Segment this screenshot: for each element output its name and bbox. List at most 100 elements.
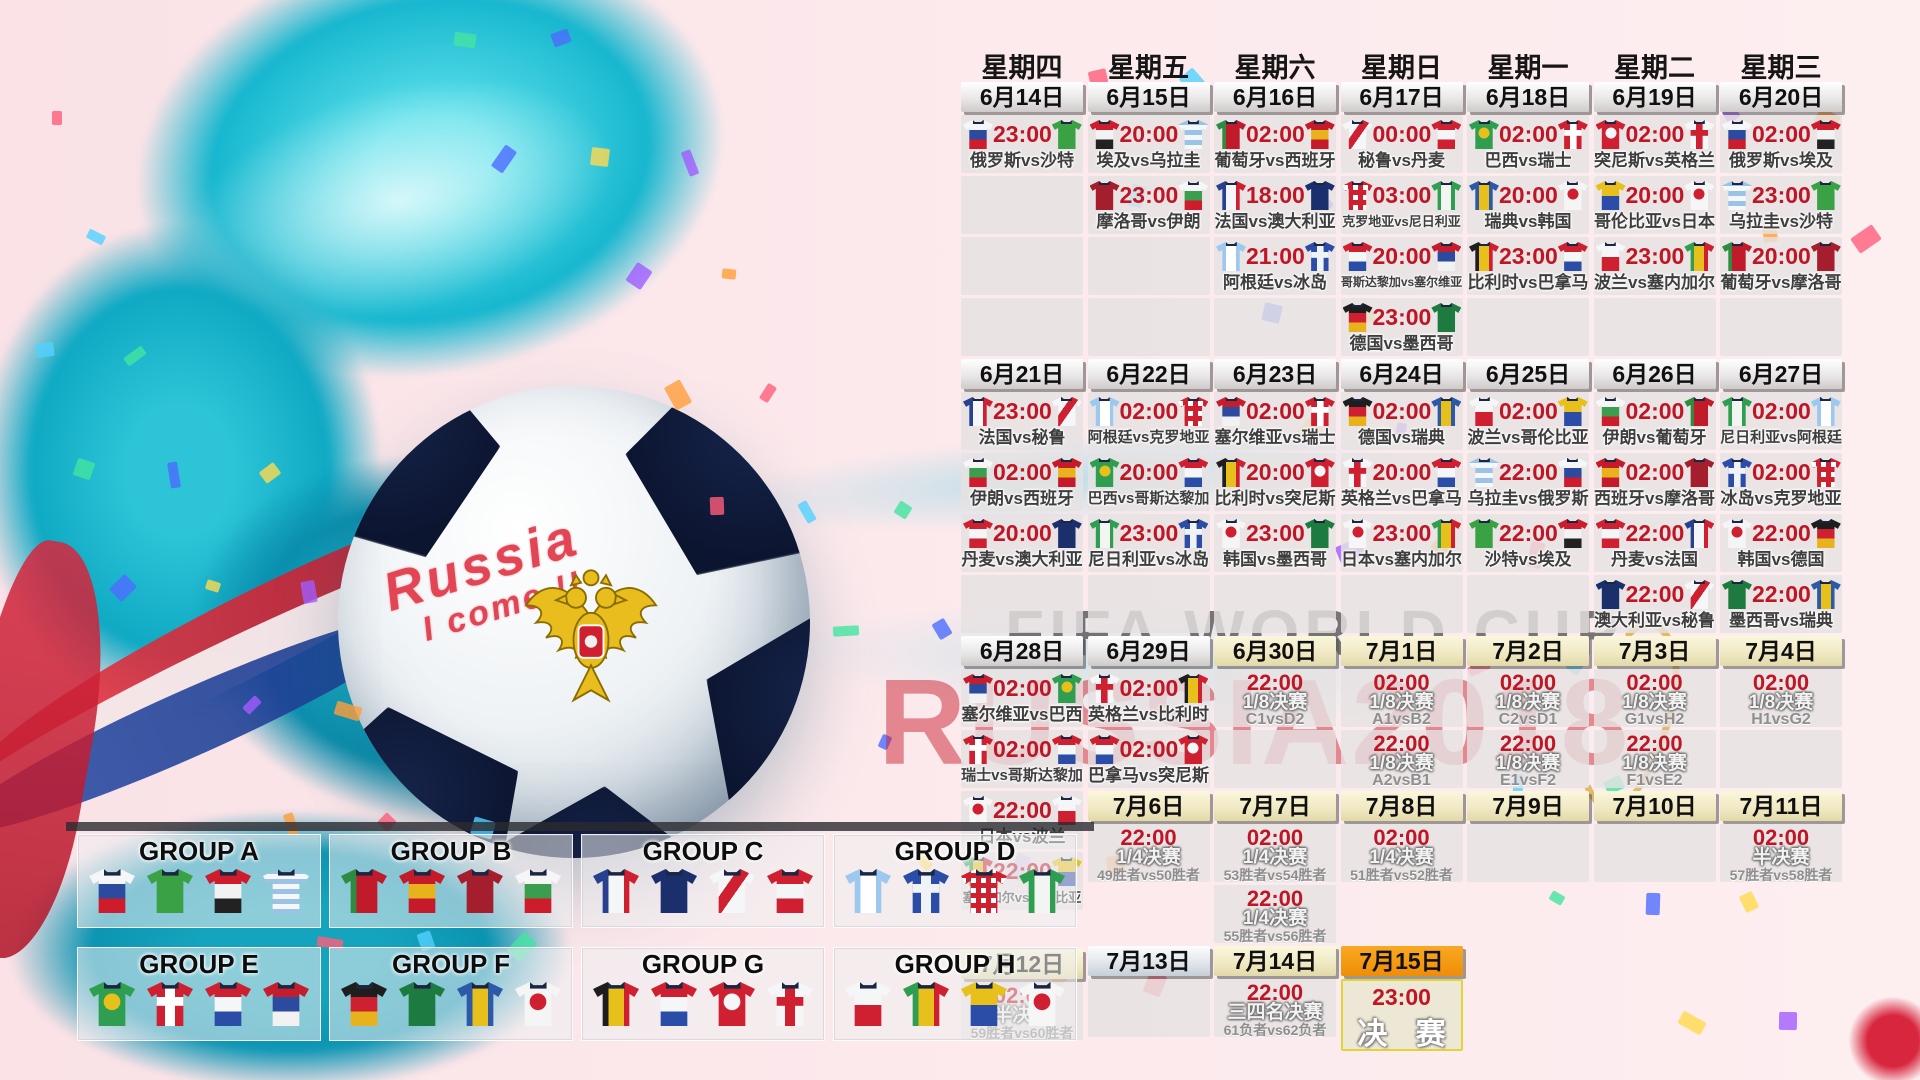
jersey-icon [1089,458,1120,487]
weekday-header: 星期日 [1361,53,1442,83]
knockout-cell: 22:00 1/8决赛 C1vsD2 [1214,669,1336,728]
pairing-label: A2vsB1 [1372,772,1431,789]
jersey-icon [1595,519,1626,548]
match-row: 20:00 [1594,176,1716,212]
knockout-cell: 02:00 1/8决赛 H1vsG2 [1720,669,1842,728]
jersey-icon [963,120,993,149]
jersey-icon [1722,580,1752,609]
jersey-icon [963,735,993,764]
jersey-icon [709,982,755,1026]
empty-cell [1214,298,1336,356]
match-row: 20:00 [1720,237,1842,273]
match-time: 02:00 [993,736,1052,762]
knockout-cell: 02:00 1/8决赛 A1vsB2 [1340,669,1463,728]
match-cell: 02:00 突尼斯vs英格兰 [1593,115,1716,173]
match-time: 02:00 [1246,825,1304,850]
empty-cell [1720,730,1842,788]
stage-label: 1/4决赛 [1242,908,1308,929]
match-teams: 塞尔维亚vs巴西 [961,705,1083,724]
jersey-icon [1304,458,1335,487]
match-row: 20:00 [1088,453,1210,489]
match-row: 22:00 [1594,514,1716,550]
stage-label: 三四名决赛 [1227,1002,1323,1023]
match-cell: 23:00 波兰vs塞内加尔 [1593,237,1716,295]
match-teams: 阿根廷vs冰岛 [1223,273,1327,292]
match-time: 02:00 [1752,670,1810,695]
group-box: GROUP F [329,947,573,1041]
stage-label: 1/8决赛 [1748,692,1814,713]
jersey-icon [1684,120,1715,149]
match-time: 02:00 [1625,121,1685,147]
match-time: 23:00 [1625,243,1685,269]
match-cell: 02:00 西班牙vs摩洛哥 [1593,453,1716,511]
match-teams: 秘鲁vs丹麦 [1358,151,1445,170]
match-teams: 瑞典vs韩国 [1484,212,1572,231]
jersey-icon [1089,519,1120,548]
jersey-icon [1178,519,1209,548]
jersey-icon [1431,458,1462,487]
match-time: 23:00 [993,398,1052,424]
match-teams: 阿根廷vs克罗地亚 [1087,429,1210,446]
jersey-icon [1304,120,1335,149]
jersey-icon [1089,735,1120,764]
match-row: 02:00 [1720,115,1842,151]
match-teams: 英格兰vs巴拿马 [1341,489,1462,508]
match-time: 22:00 [1246,670,1304,695]
jersey-icon [767,869,813,913]
match-time: 02:00 [1373,670,1430,695]
match-cell: 20:00 埃及vs乌拉圭 [1087,115,1210,173]
jersey-icon [1557,242,1588,271]
match-teams: 尼日利亚vs冰岛 [1088,550,1209,569]
jersey-icon [1595,397,1626,426]
match-cell: 20:00 巴西vs哥斯达黎加 [1087,453,1210,511]
match-time: 20:00 [1246,459,1305,485]
match-cell: 02:00 塞尔维亚vs巴西 [961,669,1083,727]
match-teams: 瑞士vs哥斯达黎加 [961,767,1083,784]
jersey-icon [1342,397,1373,426]
stage-label: 1/4决赛 [1369,847,1434,868]
match-row: 02:00 [961,730,1083,766]
jersey-icon [1342,519,1373,548]
match-cell: 22:00 乌拉圭vs俄罗斯 [1467,453,1589,511]
match-time: 22:00 [1752,520,1811,546]
match-teams: 伊朗vs葡萄牙 [1602,428,1707,447]
jersey-icon [1178,674,1209,703]
jersey-icon [457,869,503,913]
match-row: 20:00 [1341,237,1463,273]
jersey-icon [341,982,387,1026]
match-time: 22:00 [1499,459,1558,485]
date-header: 6月29日 [1087,636,1210,666]
match-time: 02:00 [993,459,1052,485]
jersey-icon [1304,242,1335,271]
jersey-icon [147,869,193,913]
jersey-icon [1051,397,1082,426]
match-cell: 02:00 塞尔维亚vs瑞士 [1214,392,1336,450]
match-time: 23:00 [1119,182,1179,208]
match-row: 23:00 [1467,237,1589,273]
match-cell: 20:00 哥斯达黎加vs塞尔维亚 [1340,237,1463,295]
date-header: 6月24日 [1340,359,1463,389]
calendar-column: 星期二 6月19日 02:00 突尼斯vs英格兰 20:00 哥伦比亚vs日本 23:00 波… [1593,46,1716,885]
match-row: 02:00 [961,453,1083,489]
pairing-label: 53胜者vs54胜者 [1223,867,1327,883]
match-time: 22:00 [1499,520,1558,546]
group-title: GROUP F [392,949,510,979]
match-time: 02:00 [1625,398,1685,424]
jersey-icon [1089,397,1120,426]
pairing-label: F1vsE2 [1626,772,1683,789]
jersey-icon [1595,242,1626,271]
date-header: 6月14日 [961,82,1083,112]
match-row: 22:00 [1720,575,1842,611]
match-cell: 02:00 波兰vs哥伦比亚 [1467,392,1589,450]
date-header: 7月14日 [1214,946,1336,976]
match-cell: 02:00 巴西vs瑞士 [1467,115,1589,173]
match-cell: 23:00 法国vs秘鲁 [961,392,1083,450]
match-teams: 西班牙vs摩洛哥 [1594,489,1715,508]
jersey-icon [1595,120,1626,149]
match-row: 02:00 [1088,669,1210,705]
match-time: 18:00 [1246,182,1305,208]
match-cell: 22:00 丹麦vs法国 [1593,514,1716,572]
match-teams: 塞尔维亚vs瑞士 [1214,428,1336,447]
group-title: GROUP C [642,836,764,866]
jersey-icon [1216,397,1246,426]
